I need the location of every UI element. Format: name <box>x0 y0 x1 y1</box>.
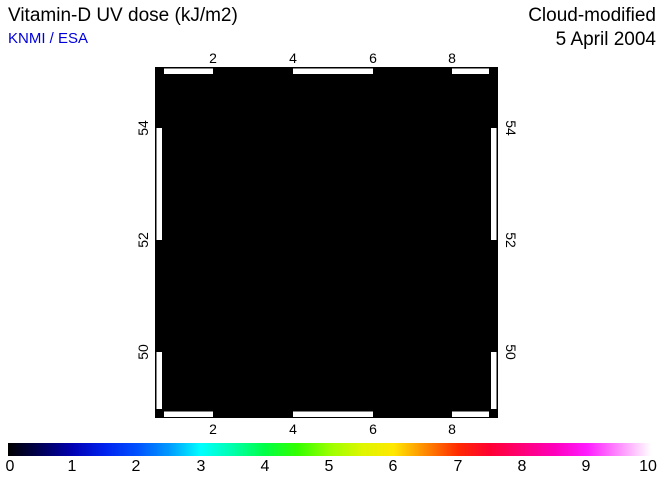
header-right: Cloud-modified 5 April 2004 <box>528 5 656 51</box>
lon-tick-top: 8 <box>448 50 456 66</box>
map-frame <box>155 67 498 418</box>
colorbar-tick: 4 <box>260 458 270 475</box>
lon-tick-top: 4 <box>289 50 297 66</box>
colorbar-tick: 8 <box>517 458 527 475</box>
lat-tick-right: 52 <box>503 232 519 248</box>
lat-tick-right: 54 <box>503 120 519 136</box>
colorbar-tick: 7 <box>453 458 463 475</box>
colorbar-tick: 5 <box>324 458 334 475</box>
lat-tick-left: 52 <box>135 232 151 248</box>
colorbar-tick: 3 <box>196 458 206 475</box>
colorbar-tick: 2 <box>131 458 141 475</box>
lon-tick-top: 6 <box>369 50 377 66</box>
colorbar-tick: 6 <box>388 458 398 475</box>
lon-tick-bottom: 8 <box>448 421 456 437</box>
lat-tick-right: 50 <box>503 344 519 360</box>
page-title: Vitamin-D UV dose (kJ/m2) <box>8 5 238 26</box>
lon-tick-bottom: 4 <box>289 421 297 437</box>
colorbar-labels: 0 1 2 3 4 5 6 7 8 9 10 <box>0 458 665 478</box>
colorbar-tick: 0 <box>5 458 15 475</box>
mode-label: Cloud-modified <box>528 5 656 26</box>
lon-tick-top: 2 <box>209 50 217 66</box>
colorbar-tick: 10 <box>639 458 657 475</box>
header-left: Vitamin-D UV dose (kJ/m2) KNMI / ESA <box>8 5 238 48</box>
lon-tick-bottom: 6 <box>369 421 377 437</box>
colorbar-tick: 9 <box>581 458 591 475</box>
map-source: KNMI / ESA <box>8 30 89 47</box>
lat-tick-left: 50 <box>135 344 151 360</box>
colorbar-gradient <box>8 443 651 456</box>
lat-tick-left: 54 <box>135 120 151 136</box>
colorbar-tick: 1 <box>67 458 77 475</box>
axis-labels: 2 4 6 8 2 4 6 8 54 52 50 54 52 50 <box>135 50 519 437</box>
lon-tick-bottom: 2 <box>209 421 217 437</box>
date-label: 5 April 2004 <box>555 29 656 50</box>
